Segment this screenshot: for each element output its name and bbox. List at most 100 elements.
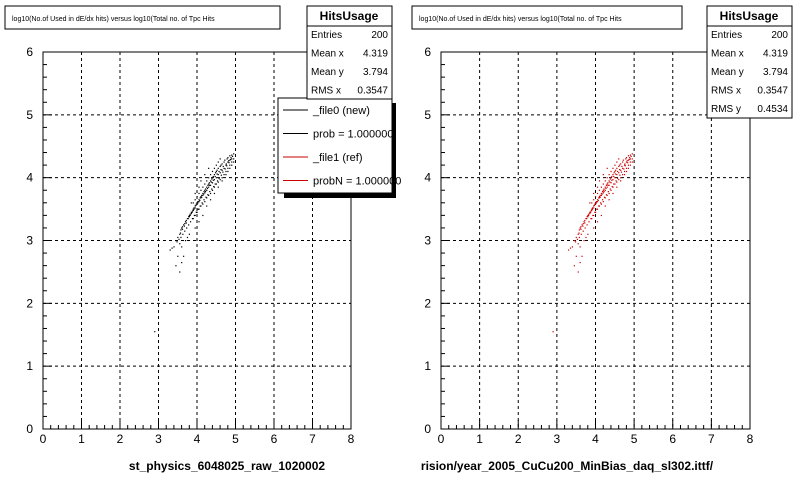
data-point: [579, 261, 581, 264]
stats-label: Mean y: [711, 67, 744, 78]
data-point: [578, 229, 580, 231]
data-point: [607, 184, 609, 186]
data-point: [213, 192, 216, 195]
x-tick-label: 3: [554, 432, 561, 446]
data-point: [202, 214, 204, 217]
data-point: [208, 186, 210, 188]
data-point: [605, 184, 608, 186]
data-point: [598, 197, 601, 199]
data-point: [200, 205, 202, 207]
data-point: [596, 201, 599, 203]
data-point: [186, 227, 188, 229]
data-point: [627, 164, 630, 166]
data-point: [596, 221, 599, 223]
x-tick-label: 5: [631, 432, 638, 446]
data-point: [620, 163, 622, 165]
data-point: [614, 164, 616, 166]
data-point: [211, 182, 214, 184]
data-point: [181, 227, 183, 229]
left-title-box: [4, 5, 281, 30]
data-point: [212, 175, 214, 178]
x-tick-label: 4: [194, 432, 201, 446]
data-point: [169, 249, 171, 251]
data-point: [217, 181, 219, 183]
data-point: [180, 236, 182, 239]
data-point: [579, 246, 581, 248]
data-point: [193, 207, 195, 209]
data-point: [203, 190, 205, 193]
data-point: [211, 188, 213, 190]
data-point: [587, 216, 589, 218]
data-point: [209, 184, 212, 186]
data-point: [199, 205, 201, 207]
data-point: [591, 208, 594, 210]
data-point: [212, 179, 214, 181]
data-point: [230, 157, 232, 159]
data-point: [223, 167, 225, 169]
data-point: [177, 255, 179, 257]
stats-label: Mean x: [711, 49, 744, 60]
right-stats-box: HitsUsage Entries 200 Mean x 4.319 Mean y 3.7…: [706, 5, 793, 119]
data-point: [216, 180, 219, 182]
data-point: [186, 236, 189, 239]
data-point: [211, 177, 214, 179]
data-point: [209, 180, 212, 182]
stats-label: Entries: [311, 30, 342, 41]
data-point: [193, 214, 196, 217]
data-point: [204, 201, 206, 203]
data-point: [623, 168, 625, 170]
data-point: [612, 179, 614, 181]
data-point: [184, 223, 186, 225]
data-point: [181, 226, 184, 228]
data-point: [602, 174, 604, 176]
data-point: [593, 227, 595, 229]
data-point: [221, 177, 223, 179]
data-point: [599, 194, 601, 196]
data-point: [618, 165, 620, 168]
data-point: [177, 236, 179, 239]
data-point: [616, 181, 618, 183]
y-tick-label: 1: [26, 359, 33, 373]
data-point: [577, 271, 579, 273]
data-point: [615, 173, 617, 175]
data-point: [231, 161, 233, 163]
data-point: [209, 199, 212, 201]
data-point: [622, 174, 624, 176]
data-point: [592, 214, 594, 217]
legend-label: prob = 1.000000: [313, 129, 393, 141]
x-tick-label: 6: [271, 432, 278, 446]
data-point: [182, 233, 184, 235]
data-point: [196, 203, 198, 205]
data-point: [219, 172, 221, 174]
data-point: [184, 230, 186, 232]
stats-value: 200: [771, 30, 788, 41]
data-point: [606, 167, 608, 169]
data-point: [171, 247, 173, 249]
data-point: [610, 177, 612, 179]
data-point: [605, 187, 607, 190]
data-point: [203, 199, 205, 201]
data-point: [606, 186, 608, 188]
data-point: [620, 180, 622, 182]
data-point: [625, 167, 628, 169]
data-point: [613, 183, 615, 185]
data-point: [586, 216, 588, 218]
data-point: [581, 255, 583, 257]
data-point: [589, 211, 592, 213]
data-point: [585, 236, 587, 239]
data-point: [179, 243, 181, 245]
data-point: [191, 210, 194, 212]
data-point: [627, 162, 629, 164]
data-point: [625, 161, 628, 163]
data-point: [607, 190, 609, 193]
data-point: [222, 171, 224, 173]
data-point: [620, 177, 622, 179]
data-point: [195, 203, 197, 205]
data-point: [184, 221, 187, 223]
data-point: [602, 192, 604, 194]
data-point: [618, 164, 621, 166]
data-point: [627, 159, 630, 161]
data-point: [221, 169, 223, 171]
data-point: [200, 197, 202, 199]
